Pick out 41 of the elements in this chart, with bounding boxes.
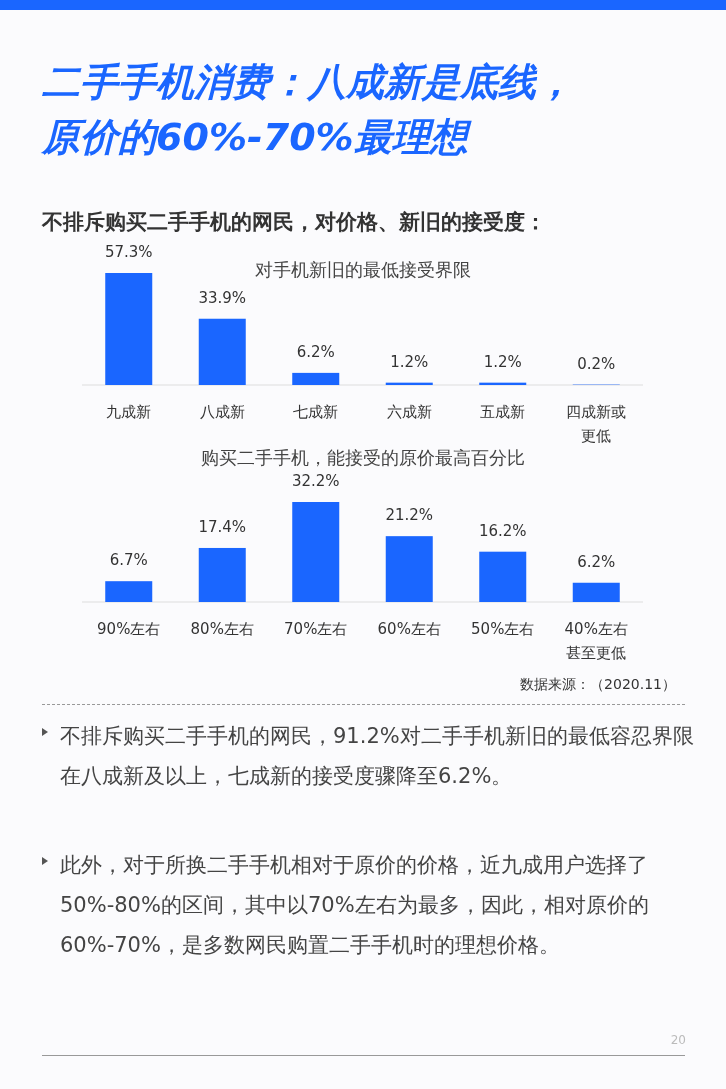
data-label: 17.4% — [197, 517, 248, 536]
x-tick-label: 70%左右 — [283, 619, 349, 640]
bar — [292, 372, 340, 385]
data-label: 16.2% — [477, 521, 528, 540]
x-tick-label: 50%左右 — [470, 619, 536, 640]
x-tick-label: 80%左右 — [189, 619, 255, 640]
x-tick-label: 五成新 — [479, 402, 527, 423]
bar — [198, 318, 246, 385]
bar — [479, 551, 527, 602]
x-tick-label: 八成新 — [198, 402, 246, 423]
text: 二手手机消费：八成新是底线，原价的60%-70%最理想 — [42, 59, 575, 161]
data-label: 32.2% — [290, 472, 341, 490]
data-label: 1.2% — [389, 352, 430, 371]
bar — [292, 502, 340, 602]
x-tick-label: 40%左右甚至更低 — [563, 619, 629, 664]
x-tick-label: 七成新 — [292, 402, 340, 423]
data-label: 33.9% — [197, 288, 248, 307]
bar — [105, 581, 153, 602]
data-label: 6.7% — [108, 551, 149, 570]
data-label: 6.2% — [295, 342, 336, 361]
chart-title: 对手机新旧的最低接受界限 — [255, 259, 471, 280]
bar — [198, 547, 246, 602]
bar — [105, 273, 153, 385]
text: 不排斥购买二手手机的网民，对价格、新旧的接受度： — [42, 209, 547, 236]
bar — [385, 536, 433, 602]
x-tick-label: 60%左右 — [376, 619, 442, 640]
text: 此外，对于所换二手手机相对于原价的价格，近九成用户选择了50%-80%的区间，其中以70%左右为最多，因此，相对原价的60%-70%，是多数网民购置二手手机时的理想价格。 — [60, 852, 650, 959]
x-tick-label: 四成新或更低 — [565, 402, 628, 447]
text: 不排斥购买二手手机的网民，91.2%对二手手机新旧的最低容忍界限在八成新及以上，七成新的接受度骤降至6.2%。 — [60, 723, 695, 790]
data-label: 6.2% — [576, 552, 617, 571]
bar — [572, 582, 620, 602]
chart-title: 购买二手手机，能接受的原价最高百分比 — [200, 446, 526, 470]
data-label: 21.2% — [384, 506, 435, 525]
x-tick-label: 90%左右 — [96, 619, 162, 640]
x-tick-label: 六成新 — [385, 402, 433, 423]
data-label: 57.3% — [103, 243, 154, 261]
x-tick-label: 九成新 — [105, 402, 153, 423]
text: 20 — [669, 1033, 686, 1047]
source-note: 数据来源：（2020.11） — [519, 676, 676, 694]
data-label: 0.2% — [576, 354, 617, 373]
data-label: 1.2% — [482, 352, 523, 371]
